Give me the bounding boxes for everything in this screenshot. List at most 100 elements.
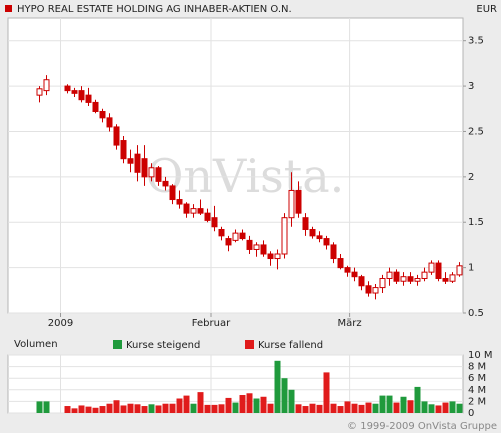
volume-bar bbox=[358, 404, 365, 413]
candle-body bbox=[99, 110, 106, 119]
currency: EUR bbox=[476, 4, 497, 15]
volume-bar bbox=[204, 404, 211, 413]
y-tick-label: 0 bbox=[468, 408, 474, 419]
volume-bar bbox=[141, 406, 148, 413]
candle-body bbox=[295, 189, 302, 214]
volume-bar bbox=[281, 378, 288, 413]
volume-bar bbox=[85, 406, 92, 413]
legend-swatch bbox=[113, 340, 122, 349]
candle-body bbox=[288, 189, 295, 219]
x-tick-label: Februar bbox=[192, 318, 231, 329]
y-tick-label: 3.5 bbox=[468, 36, 484, 47]
candle-body bbox=[365, 285, 372, 294]
candle-body bbox=[141, 158, 148, 178]
volume-bar bbox=[449, 401, 456, 413]
candle-body bbox=[351, 271, 358, 278]
title-icon bbox=[5, 5, 12, 12]
volume-bar bbox=[218, 404, 225, 413]
volume-bar bbox=[183, 395, 190, 413]
volume-bar bbox=[400, 396, 407, 413]
candle-body bbox=[218, 228, 225, 237]
candle-body bbox=[190, 208, 197, 214]
candle-body bbox=[449, 274, 456, 282]
candle-body bbox=[246, 239, 253, 250]
candle-body bbox=[183, 203, 190, 214]
volume-bar bbox=[71, 408, 78, 413]
volume-bar bbox=[393, 402, 400, 413]
y-tick-label: 1.5 bbox=[468, 217, 484, 228]
candle-body bbox=[169, 185, 176, 201]
volume-bar bbox=[169, 403, 176, 413]
volume-bar bbox=[211, 404, 218, 413]
volume-bar bbox=[414, 386, 421, 413]
volume-bar bbox=[456, 403, 463, 413]
volume-bar bbox=[295, 404, 302, 413]
volume-bar bbox=[99, 406, 106, 413]
volume-bar bbox=[309, 403, 316, 413]
volume-bar bbox=[225, 397, 232, 413]
watermark: OnVista. bbox=[146, 149, 345, 203]
volume-label: Volumen bbox=[14, 339, 58, 350]
y-tick-label: 10 M bbox=[468, 350, 493, 361]
candle-body bbox=[281, 217, 288, 255]
volume-bar bbox=[92, 407, 99, 413]
volume-bar bbox=[113, 400, 120, 413]
volume-bar bbox=[43, 401, 50, 413]
y-tick-label: 2.5 bbox=[468, 126, 484, 137]
price-panel bbox=[7, 17, 464, 314]
candle-body bbox=[386, 271, 393, 280]
volume-bar bbox=[239, 395, 246, 413]
volume-bar bbox=[106, 403, 113, 413]
candle-body bbox=[414, 278, 421, 282]
volume-bar bbox=[197, 392, 204, 413]
candle-body bbox=[232, 232, 239, 241]
y-tick-label: 3 bbox=[468, 81, 474, 92]
candle-body bbox=[344, 267, 351, 273]
candle-body bbox=[176, 199, 183, 205]
candle-body bbox=[442, 278, 449, 282]
x-tick-label: 2009 bbox=[48, 318, 73, 329]
y-tick-label: 2 bbox=[468, 172, 474, 183]
candle-body bbox=[309, 228, 316, 237]
legend-label: Kurse fallend bbox=[258, 340, 323, 351]
candle-body bbox=[302, 217, 309, 230]
volume-bar bbox=[162, 403, 169, 413]
legend-swatch bbox=[245, 340, 254, 349]
volume-bar bbox=[323, 372, 330, 413]
candle-body bbox=[330, 244, 337, 260]
candle-body bbox=[253, 244, 260, 250]
volume-bar bbox=[330, 403, 337, 413]
candle-body bbox=[456, 265, 463, 276]
volume-bar bbox=[134, 404, 141, 413]
candle-body bbox=[407, 276, 414, 282]
candle-body bbox=[239, 232, 246, 240]
volume-bar bbox=[351, 403, 358, 413]
candle-body bbox=[435, 262, 442, 280]
y-tick-label: 8 M bbox=[468, 362, 486, 373]
volume-bar bbox=[386, 395, 393, 413]
candle-body bbox=[400, 276, 407, 282]
volume-bar bbox=[190, 403, 197, 413]
copyright: © 1999-2009 OnVista Gruppe bbox=[347, 421, 497, 432]
volume-bar bbox=[379, 395, 386, 413]
candle-body bbox=[211, 217, 218, 228]
y-tick-label: 2 M bbox=[468, 396, 486, 407]
y-tick-label: 6 M bbox=[468, 373, 486, 384]
y-tick-label: 0.5 bbox=[468, 308, 484, 319]
candle-body bbox=[197, 208, 204, 214]
candle-body bbox=[323, 238, 330, 246]
candle-body bbox=[78, 90, 85, 101]
volume-bar bbox=[246, 393, 253, 413]
candle-body bbox=[162, 180, 169, 187]
candle-body bbox=[43, 79, 50, 92]
candle-body bbox=[316, 235, 323, 240]
candle-body bbox=[337, 258, 344, 269]
candle-body bbox=[120, 140, 127, 160]
volume-bar bbox=[232, 402, 239, 413]
candle-body bbox=[113, 126, 120, 146]
candle-body bbox=[36, 88, 43, 96]
candle-body bbox=[134, 153, 141, 173]
volume-bar bbox=[148, 404, 155, 413]
volume-bar bbox=[428, 404, 435, 413]
